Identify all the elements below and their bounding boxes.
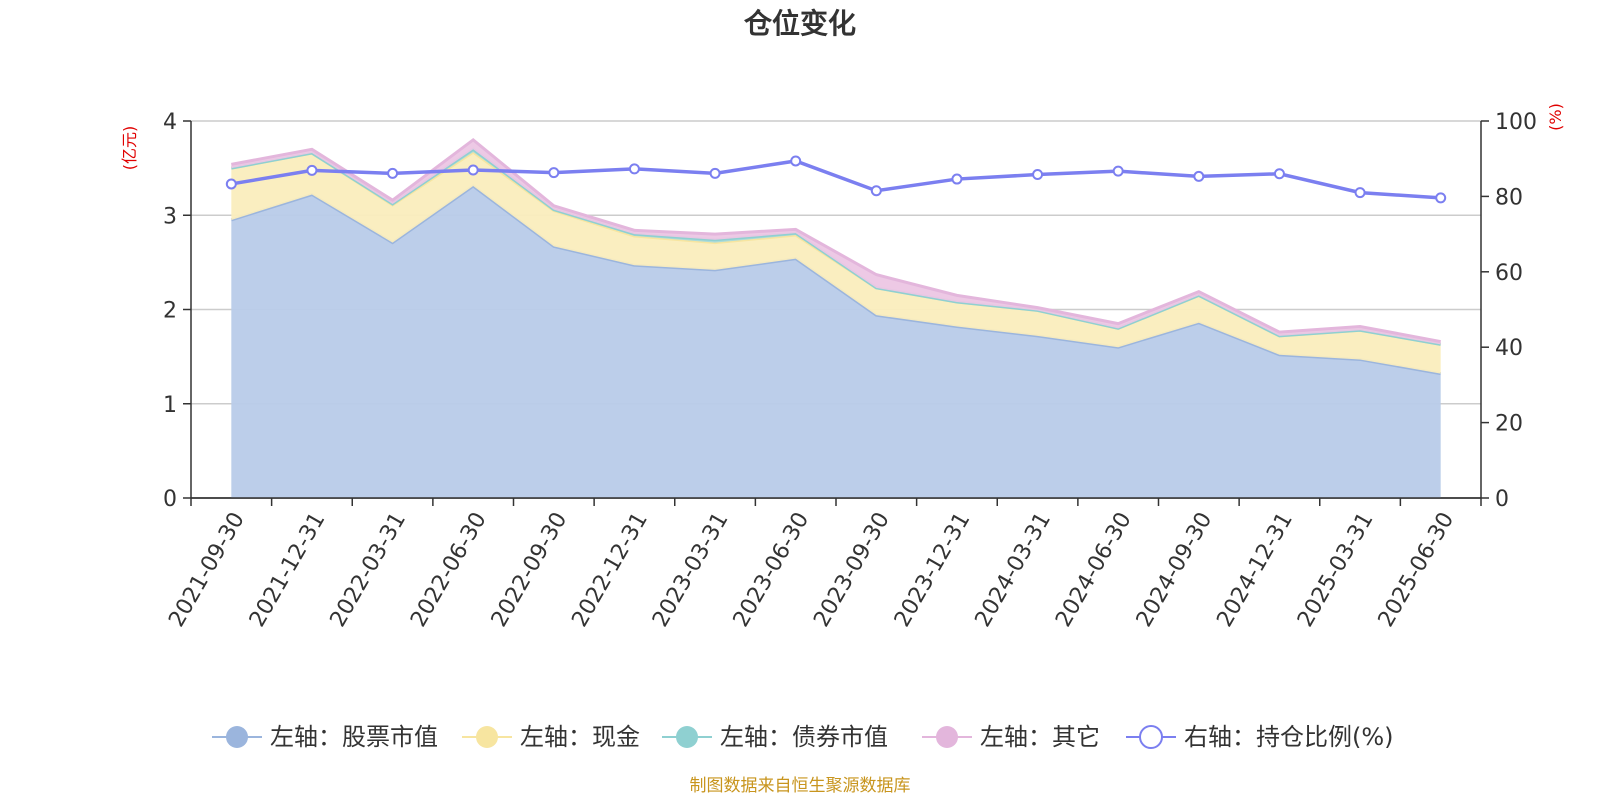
x-tick-label: 2022-09-30: [487, 508, 573, 631]
ratio-point: [548, 167, 560, 179]
x-tick-label: 2022-06-30: [406, 508, 492, 631]
left-tick-label: 4: [163, 110, 177, 135]
ratio-point: [306, 164, 318, 176]
ratio-point: [387, 167, 399, 179]
ratio-point: [1435, 192, 1447, 204]
ratio-point: [225, 178, 237, 190]
left-tick-label: 2: [163, 299, 177, 324]
right-tick-label: 60: [1495, 261, 1523, 286]
ratio-point: [628, 163, 640, 175]
ratio-point: [709, 167, 721, 179]
ratio-point: [870, 185, 882, 197]
left-axis-unit: (亿元): [120, 126, 139, 171]
legend: 左轴：股票市值 左轴：现金 左轴：债券市值 左轴：其它 右轴：持仓比例(%): [212, 723, 1394, 751]
ratio-point: [790, 155, 802, 167]
left-tick-label: 1: [163, 393, 177, 418]
legend-item: 左轴：现金: [462, 723, 640, 751]
right-tick-label: 80: [1495, 185, 1523, 210]
x-tick-label: 2024-06-30: [1051, 508, 1137, 631]
legend-label: 左轴：股票市值: [270, 723, 438, 751]
chart-title: 仓位变化: [744, 7, 856, 40]
right-axis-unit: (%): [1546, 103, 1565, 131]
ratio-line-path: [231, 159, 1441, 200]
ratio-point: [1032, 169, 1044, 181]
legend-label: 左轴：现金: [520, 723, 640, 751]
legend-marker: [226, 726, 248, 748]
x-tick-label: 2023-06-30: [729, 508, 815, 631]
ratio-point: [1273, 168, 1285, 180]
legend-item: 左轴：其它: [922, 723, 1100, 751]
right-tick-label: 100: [1495, 110, 1537, 135]
legend-item: 左轴：债券市值: [662, 723, 888, 751]
ratio-point: [1354, 187, 1366, 199]
right-tick-label: 20: [1495, 412, 1523, 437]
legend-item: 右轴：持仓比例(%): [1126, 723, 1394, 751]
ratio-point: [1193, 170, 1205, 182]
data-source-note: 制图数据来自恒生聚源数据库: [690, 776, 911, 796]
left-tick-label: 0: [163, 487, 177, 512]
x-tick-label: 2024-12-31: [1212, 508, 1298, 631]
x-tick-label: 2025-03-31: [1293, 508, 1379, 631]
x-tick-label: 2023-12-31: [890, 508, 976, 631]
area-series-0: [231, 186, 1441, 498]
x-tick-label: 2022-03-31: [326, 508, 412, 631]
holding-ratio-line: [225, 155, 1447, 204]
legend-label: 右轴：持仓比例(%): [1184, 723, 1394, 751]
legend-label: 左轴：债券市值: [720, 723, 888, 751]
x-tick-label: 2024-03-31: [971, 508, 1057, 631]
x-tick-label: 2021-09-30: [164, 508, 250, 631]
legend-marker: [476, 726, 498, 748]
x-tick-label: 2023-09-30: [809, 508, 895, 631]
ratio-point: [467, 164, 479, 176]
legend-marker: [936, 726, 958, 748]
legend-item: 左轴：股票市值: [212, 723, 438, 751]
stacked-areas: [230, 137, 1441, 498]
x-tick-label: 2021-12-31: [245, 508, 331, 631]
right-tick-label: 0: [1495, 487, 1509, 512]
legend-marker: [676, 726, 698, 748]
x-tick-label: 2025-06-30: [1374, 508, 1460, 631]
legend-marker: [1139, 725, 1163, 749]
x-tick-label: 2022-12-31: [567, 508, 653, 631]
right-tick-label: 40: [1495, 336, 1523, 361]
x-tick-label: 2024-09-30: [1132, 508, 1218, 631]
x-tick-label: 2023-03-31: [648, 508, 734, 631]
left-tick-label: 3: [163, 204, 177, 229]
legend-label: 左轴：其它: [980, 723, 1100, 751]
ratio-point: [1112, 165, 1124, 177]
ratio-point: [951, 173, 963, 185]
